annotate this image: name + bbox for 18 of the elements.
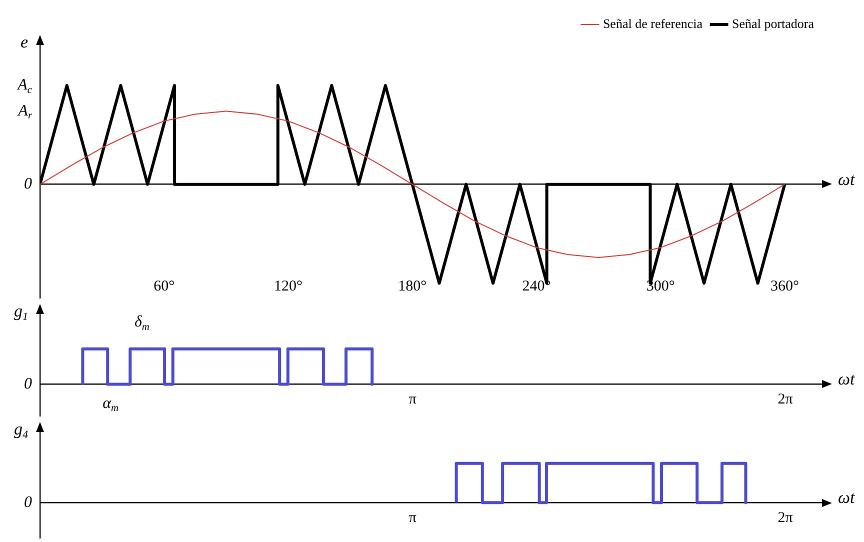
- legend-label: Señal de referencia: [602, 16, 703, 31]
- y-axis-title: e: [20, 32, 28, 52]
- x-tick-label: 300°: [646, 278, 675, 294]
- legend-label: Señal portadora: [732, 16, 814, 31]
- x-axis-title: ωt: [838, 370, 856, 389]
- x-tick-label: 60°: [154, 278, 175, 294]
- x-tick-label: 2π: [778, 392, 794, 408]
- x-tick-label: 2π: [778, 510, 794, 526]
- x-axis-title: ωt: [838, 170, 856, 189]
- text: 0: [24, 494, 32, 511]
- x-tick-label: π: [408, 392, 417, 408]
- x-tick-label: 180°: [398, 278, 427, 294]
- x-tick-label: 120°: [274, 278, 302, 294]
- text: 0: [24, 375, 32, 392]
- x-tick-label: π: [408, 510, 417, 526]
- text: 0: [24, 176, 32, 193]
- x-axis-title: ωt: [838, 488, 856, 508]
- x-tick-label: 360°: [770, 278, 799, 294]
